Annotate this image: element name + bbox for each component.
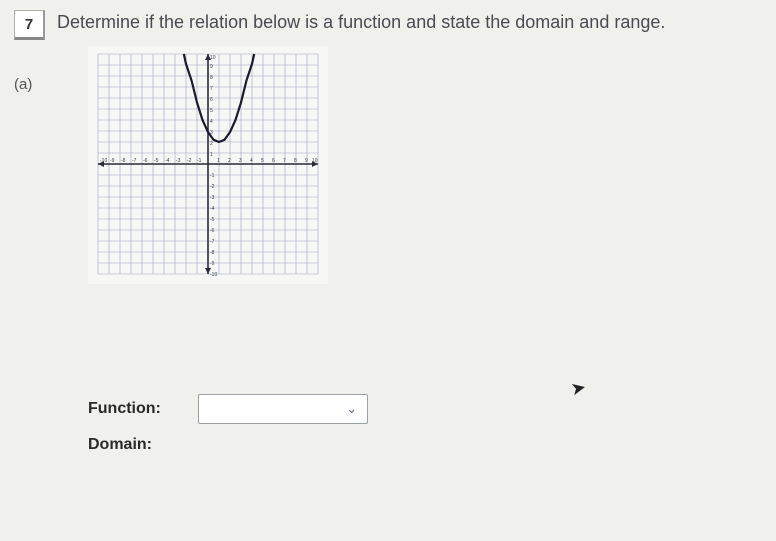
svg-text:-7: -7 [132, 158, 137, 164]
svg-text:7: 7 [210, 86, 213, 92]
svg-text:-5: -5 [154, 158, 159, 164]
svg-text:8: 8 [210, 75, 213, 81]
svg-text:1: 1 [210, 152, 213, 158]
svg-text:-7: -7 [210, 239, 215, 245]
svg-text:6: 6 [272, 158, 275, 164]
question-prompt: Determine if the relation below is a fun… [57, 10, 665, 33]
svg-text:4: 4 [210, 119, 213, 125]
svg-text:4: 4 [250, 158, 253, 164]
svg-text:-9: -9 [210, 261, 215, 267]
domain-label: Domain: [88, 436, 198, 454]
svg-text:5: 5 [210, 108, 213, 114]
svg-text:-1: -1 [210, 173, 215, 179]
svg-text:8: 8 [294, 158, 297, 164]
header-row: 7 Determine if the relation below is a f… [14, 10, 762, 40]
svg-text:-4: -4 [165, 158, 170, 164]
svg-text:-10: -10 [210, 272, 217, 278]
domain-row: Domain: [88, 436, 762, 454]
question-container: 7 Determine if the relation below is a f… [0, 0, 776, 476]
svg-text:-8: -8 [210, 250, 215, 256]
svg-text:6: 6 [210, 97, 213, 103]
svg-text:9: 9 [305, 158, 308, 164]
function-select[interactable]: ⌄ [198, 394, 368, 424]
svg-text:3: 3 [239, 158, 242, 164]
svg-text:7: 7 [283, 158, 286, 164]
svg-text:10: 10 [312, 158, 318, 164]
question-number-box: 7 [14, 10, 45, 40]
svg-text:-2: -2 [210, 184, 215, 190]
part-label: (a) [14, 46, 54, 93]
svg-text:-3: -3 [176, 158, 181, 164]
function-row: Function: ⌄ [88, 394, 762, 424]
svg-text:-8: -8 [121, 158, 126, 164]
svg-text:10: 10 [210, 55, 216, 61]
svg-text:-5: -5 [210, 217, 215, 223]
svg-text:-4: -4 [210, 206, 215, 212]
svg-text:5: 5 [261, 158, 264, 164]
answer-block: Function: ⌄ Domain: [88, 394, 762, 454]
svg-text:9: 9 [210, 64, 213, 70]
svg-text:-6: -6 [210, 228, 215, 234]
svg-text:-3: -3 [210, 195, 215, 201]
question-number: 7 [25, 16, 33, 33]
coordinate-graph: -10-9-8 -7-6-5 -4-3-2 -1 123 456 789 10 … [88, 46, 328, 284]
svg-text:-6: -6 [143, 158, 148, 164]
svg-text:1: 1 [217, 158, 220, 164]
svg-text:2: 2 [210, 141, 213, 147]
svg-text:-10: -10 [100, 158, 107, 164]
svg-text:-2: -2 [187, 158, 192, 164]
svg-text:-9: -9 [110, 158, 115, 164]
chevron-down-icon: ⌄ [346, 401, 357, 417]
function-label: Function: [88, 400, 198, 418]
part-row: (a) [14, 46, 762, 284]
svg-text:2: 2 [228, 158, 231, 164]
graph-area: -10-9-8 -7-6-5 -4-3-2 -1 123 456 789 10 … [88, 46, 328, 284]
svg-text:-1: -1 [197, 158, 202, 164]
